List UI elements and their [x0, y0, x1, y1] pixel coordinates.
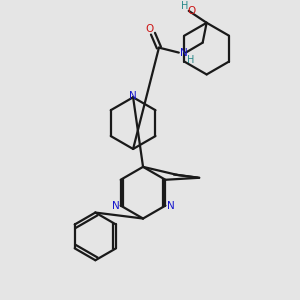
Text: H: H — [187, 55, 194, 64]
Text: H: H — [181, 1, 188, 11]
Text: O: O — [145, 24, 153, 34]
Text: N: N — [112, 201, 120, 211]
Text: N: N — [129, 91, 137, 101]
Text: N: N — [167, 201, 174, 211]
Text: O: O — [188, 6, 196, 16]
Text: N: N — [180, 48, 188, 58]
